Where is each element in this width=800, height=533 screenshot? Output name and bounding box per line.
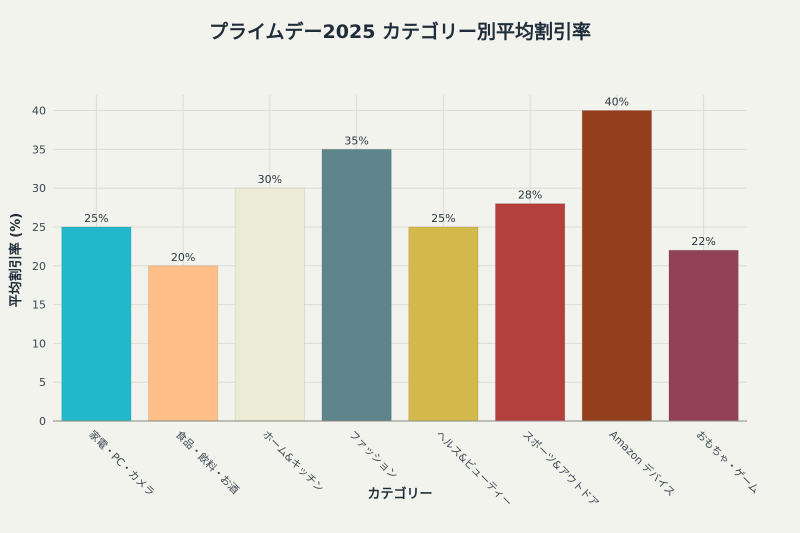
- bar: [408, 226, 479, 422]
- y-tick-label: 30: [32, 182, 46, 195]
- data-label: 25%: [431, 212, 455, 225]
- y-tick-label: 5: [39, 376, 46, 389]
- data-labels: 25% 20% 30% 35% 25% 28% 40% 22%: [84, 96, 716, 264]
- x-tick-label: 家電・PC・カメラ: [86, 428, 157, 499]
- x-tick-label: 食品・飲料・お酒: [173, 428, 242, 497]
- bar: [234, 187, 306, 422]
- y-tick-label: 40: [32, 105, 46, 118]
- data-label: 25%: [84, 212, 108, 225]
- y-tick-label: 35: [32, 143, 46, 156]
- bars: [61, 110, 739, 422]
- chart-title: プライムデー2025 カテゴリー別平均割引率: [209, 20, 591, 43]
- x-tick-label: おもちゃ・ゲーム: [694, 429, 762, 497]
- x-tick-label: ファッション: [347, 429, 400, 482]
- y-tick-label: 0: [39, 415, 46, 428]
- data-label: 35%: [344, 134, 368, 147]
- x-tick-label: Amazon デバイス: [607, 428, 678, 499]
- data-label: 28%: [518, 189, 542, 202]
- bar: [61, 226, 132, 422]
- data-label: 20%: [171, 251, 195, 264]
- y-tick-label: 15: [32, 299, 46, 312]
- y-axis-title: 平均割引率 (%): [8, 213, 24, 307]
- x-tick-label: ホーム&キッチン: [260, 429, 326, 495]
- y-axis-ticks: 0 5 10 15 20 25 30 35 40: [32, 105, 46, 428]
- x-tick-label: ヘルス&ビューティー: [433, 429, 514, 510]
- bar: [581, 110, 653, 422]
- bar: [321, 148, 392, 422]
- y-tick-label: 10: [32, 337, 46, 350]
- x-axis-title: カテゴリー: [367, 486, 432, 502]
- bar: [668, 249, 739, 422]
- data-label: 40%: [605, 96, 629, 109]
- y-tick-label: 20: [32, 260, 46, 273]
- x-tick-label: スポーツ&アウトドア: [520, 429, 601, 510]
- bar: [147, 265, 219, 422]
- y-tick-label: 25: [32, 221, 46, 234]
- data-label: 30%: [258, 173, 282, 186]
- bar: [494, 203, 566, 422]
- data-label: 22%: [691, 235, 715, 248]
